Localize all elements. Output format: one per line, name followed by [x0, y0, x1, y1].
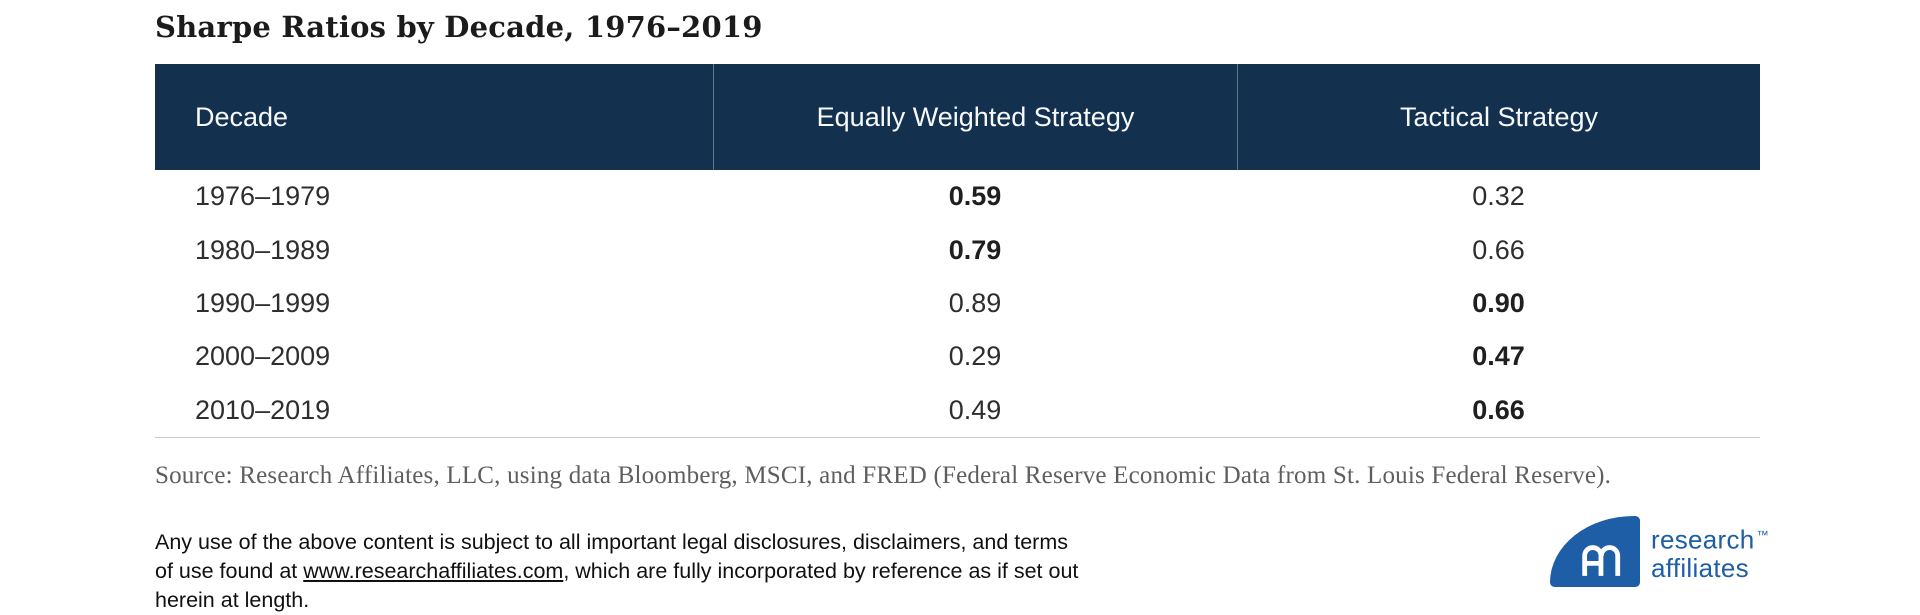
- cell-decade: 1976–1979: [195, 181, 331, 212]
- cell-tactical-value: 0.66: [1472, 234, 1525, 265]
- table-body: 1976–1979 0.59 0.32 1980–1989 0.79 0.66 …: [155, 170, 1760, 438]
- cell-equally-weighted-value: 0.49: [948, 394, 1002, 425]
- header-cell-decade: Decade: [195, 101, 289, 132]
- cell-equally-weighted-value: 0.79: [948, 234, 1002, 265]
- table-row: 2010–2019 0.49 0.66: [155, 384, 1760, 437]
- disclaimer-text-before-link: Any use of the above content is subject …: [155, 530, 1069, 583]
- table-header-row: Decade Equally Weighted Strategy Tactica…: [155, 64, 1760, 170]
- header-cell-equally-weighted: Equally Weighted Strategy: [713, 64, 1237, 170]
- header-cell-tactical: Tactical Strategy: [1237, 64, 1760, 170]
- sharpe-ratios-table: Decade Equally Weighted Strategy Tactica…: [155, 64, 1760, 438]
- cell-equally-weighted-value: 0.89: [948, 287, 1002, 318]
- figure-title: Sharpe Ratios by Decade, 1976–2019: [155, 10, 763, 44]
- cell-equally-weighted-value: 0.59: [948, 181, 1002, 212]
- logo-word-research: research: [1651, 524, 1755, 555]
- trademark-symbol: ™: [1756, 528, 1769, 543]
- cell-tactical-value: 0.66: [1472, 394, 1525, 425]
- ra-logo-wordmark: research ™ affiliates: [1651, 521, 1769, 582]
- logo-word-affiliates: affiliates: [1651, 552, 1749, 583]
- table-row: 1990–1999 0.89 0.90: [155, 277, 1760, 330]
- cell-decade: 1990–1999: [195, 287, 331, 318]
- cell-decade: 1980–1989: [195, 234, 331, 265]
- ra-monogram-icon: [1582, 545, 1621, 576]
- table-row: 1976–1979 0.59 0.32: [155, 170, 1760, 223]
- cell-decade: 2000–2009: [195, 341, 331, 372]
- cell-tactical-value: 0.47: [1472, 341, 1525, 372]
- cell-decade: 2010–2019: [195, 394, 331, 425]
- ra-logo-mark: [1550, 516, 1640, 587]
- disclaimer-text-after-link: , which are fully incorporated by refere…: [155, 559, 1079, 612]
- cell-tactical-value: 0.32: [1472, 181, 1525, 212]
- table-row: 2000–2009 0.29 0.47: [155, 330, 1760, 383]
- source-note: Source: Research Affiliates, LLC, using …: [155, 462, 1612, 489]
- cell-equally-weighted-value: 0.29: [948, 341, 1002, 372]
- table-row: 1980–1989 0.79 0.66: [155, 223, 1760, 276]
- ra-logo: research ™ affiliates: [1550, 516, 1769, 587]
- cell-tactical-value: 0.90: [1472, 287, 1525, 318]
- legal-disclaimer: Any use of the above content is subject …: [155, 528, 1090, 615]
- website-link[interactable]: www.researchaffiliates.com: [303, 559, 564, 583]
